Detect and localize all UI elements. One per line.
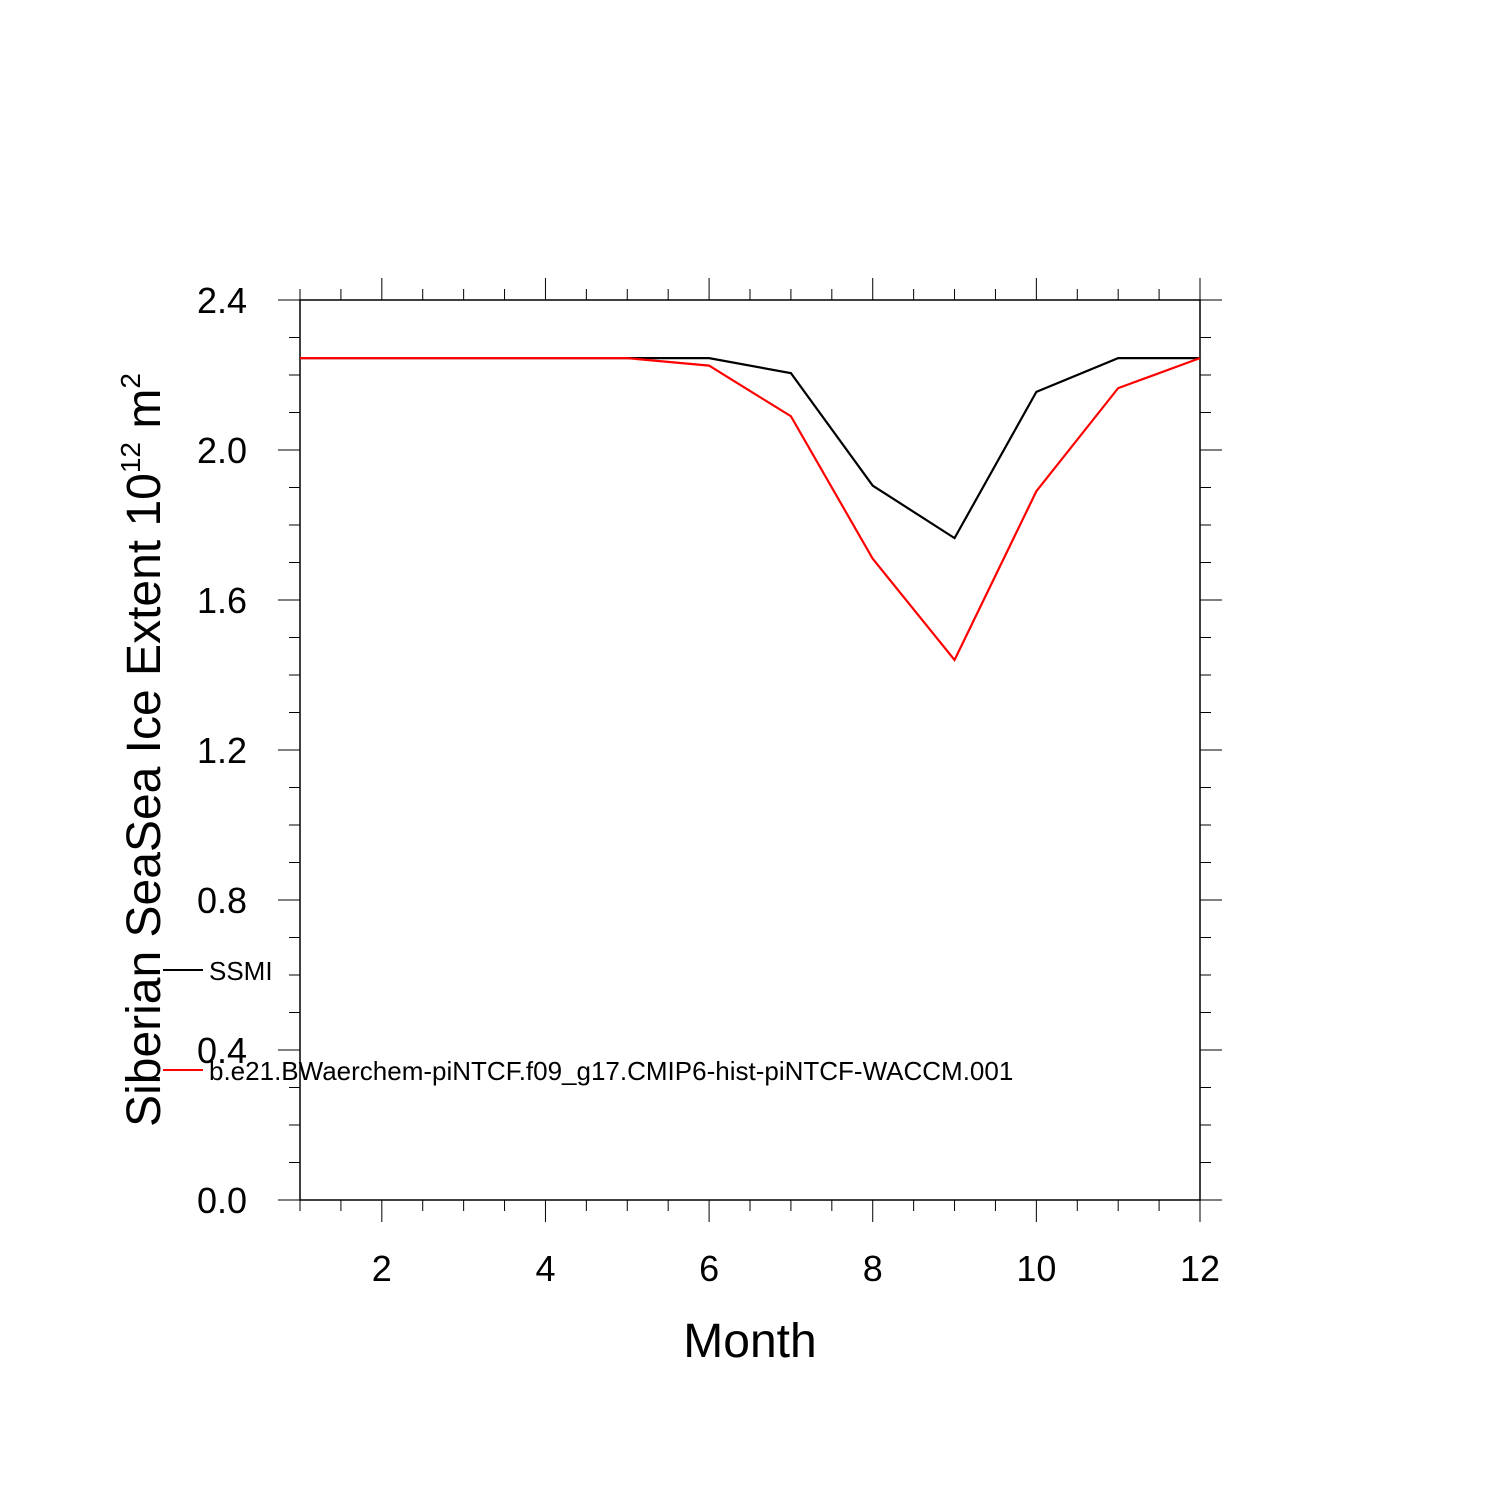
x-tick-label-4: 4 xyxy=(535,1248,555,1289)
series-line-1 xyxy=(300,357,1201,663)
axis-ticks xyxy=(278,278,1222,1222)
y-tick-label-1.6: 1.6 xyxy=(197,580,247,621)
x-tick-label-2: 2 xyxy=(372,1248,392,1289)
x-axis-title: Month xyxy=(683,1315,816,1368)
legend-label-model: b.e21.BWaerchem-piNTCF.f09_g17.CMIP6-his… xyxy=(209,1056,1013,1086)
x-tick-label-10: 10 xyxy=(1016,1248,1056,1289)
axis-tick-labels: 2 4 6 8 10 12 0.0 0.4 0.8 1.2 1.6 2.0 2.4 xyxy=(197,280,1220,1289)
series-line-0 xyxy=(300,357,1200,540)
legend: SSMI b.e21.BWaerchem-piNTCF.f09_g17.CMIP… xyxy=(163,956,1013,1086)
x-tick-label-8: 8 xyxy=(863,1248,883,1289)
y-axis-title-unit-exponent: 2 xyxy=(115,373,146,389)
y-axis-title: Siberian SeaSea Ice Extent 1012 m2 xyxy=(115,373,171,1127)
y-tick-label-0.4: 0.4 xyxy=(197,1030,247,1071)
series-lines xyxy=(299,357,1201,663)
y-tick-label-1.2: 1.2 xyxy=(197,730,247,771)
legend-label-ssmi: SSMI xyxy=(209,956,273,986)
y-axis-title-base: Siberian SeaSea Ice Extent 10 xyxy=(118,473,171,1127)
x-tick-label-6: 6 xyxy=(699,1248,719,1289)
y-axis-title-unit: m xyxy=(118,389,171,442)
y-axis-title-exponent: 12 xyxy=(115,442,146,473)
x-tick-label-12: 12 xyxy=(1180,1248,1220,1289)
y-tick-label-2.0: 2.0 xyxy=(197,430,247,471)
y-tick-label-0.0: 0.0 xyxy=(197,1180,247,1221)
y-tick-label-2.4: 2.4 xyxy=(197,280,247,321)
y-tick-label-0.8: 0.8 xyxy=(197,880,247,921)
